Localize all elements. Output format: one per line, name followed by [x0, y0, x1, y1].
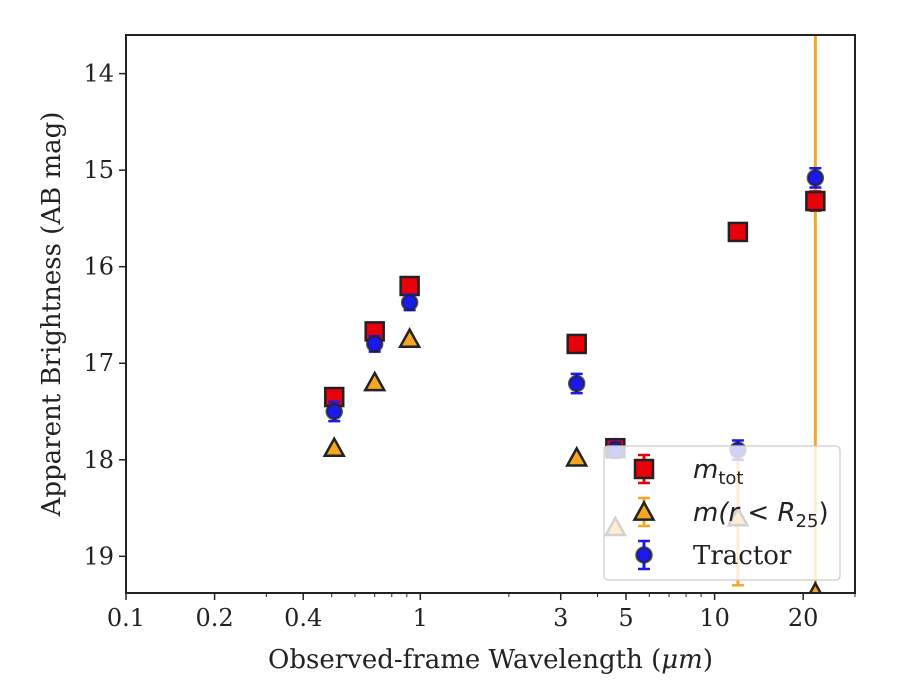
series-mtot: [323, 190, 826, 459]
y-tick-label: 19: [83, 542, 114, 570]
data-point-mr25: [363, 370, 387, 392]
legend-entry-mtot: mtot: [633, 453, 743, 489]
legend-label-mtot: mtot: [693, 455, 743, 489]
y-tick-label: 15: [83, 156, 114, 184]
x-axis-title: Observed-frame Wavelength (μm): [268, 645, 713, 675]
data-point-mtot: [727, 221, 749, 243]
x-tick-label: 20: [788, 604, 819, 632]
legend-box: [603, 445, 841, 581]
y-tick-label: 17: [83, 349, 114, 377]
x-tick-label: 5: [618, 604, 633, 632]
y-tick-label: 14: [83, 60, 114, 88]
x-tick-label: 1: [413, 604, 428, 632]
x-tick-label: 3: [553, 604, 568, 632]
legend-label-tractor: Tractor: [693, 541, 792, 571]
data-point-mr25: [565, 445, 589, 467]
legend-entry-tractor: Tractor: [635, 539, 792, 571]
legend-label-mr25: m(r < R25): [693, 498, 829, 532]
data-point-mr25: [398, 327, 422, 348]
axes: 14 15 16 17 18 19 0.1 0.2 0.4 1 3 5 10 20 Observed-fra…: [37, 34, 856, 675]
data-point-mtot: [399, 275, 420, 297]
data-point-mr25: [322, 436, 346, 458]
series-tractor: [325, 166, 825, 462]
x-tick-label: 0.2: [196, 604, 234, 632]
x-tick-label: 0.4: [284, 604, 322, 632]
legend-entry-mr25: m(r < R25): [632, 496, 829, 532]
data-point-tractor: [567, 374, 586, 393]
x-tick-label: 10: [699, 604, 730, 632]
data-point-mtot: [805, 190, 826, 212]
x-tick-label: 0.1: [107, 604, 145, 632]
legend-marker-mtot: [633, 458, 655, 480]
data-point-tractor: [400, 293, 419, 312]
legend: mtot m(r < R25) Tractor: [603, 445, 841, 581]
y-axis-title: Apparent Brightness (AB mag): [37, 112, 67, 518]
legend-marker-tractor: [635, 546, 653, 564]
data-point-tractor: [806, 169, 825, 187]
legend-marker-mr25: [632, 499, 656, 521]
data-point-tractor: [365, 335, 384, 353]
data-point-tractor: [325, 402, 343, 421]
data-point-mtot: [566, 333, 587, 355]
y-tick-label: 16: [83, 253, 114, 281]
y-tick-label: 18: [83, 446, 114, 474]
plot-frame: [125, 34, 856, 594]
